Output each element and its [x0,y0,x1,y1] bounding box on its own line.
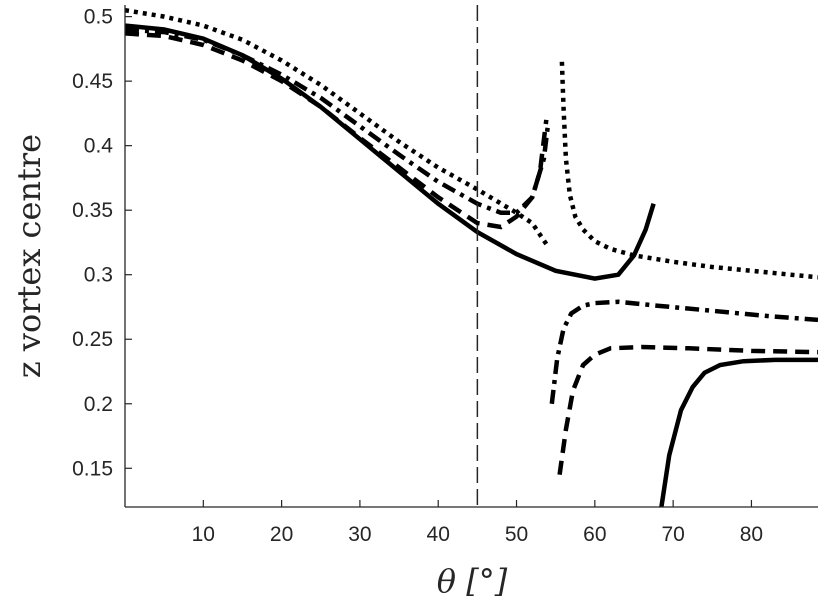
y-axis-title: z vortex centre [10,134,48,378]
x-tick-label: 60 [583,523,606,546]
series-dashed-branch-1 [125,31,549,230]
series-dotted-branch-1 [125,7,550,248]
x-tick-label: 40 [427,523,450,546]
y-tick-label: 0.2 [84,393,113,416]
y-tick-label: 0.25 [72,328,113,351]
y-tick-label: 0.15 [72,457,113,480]
series-solid-branch-2 [659,357,818,507]
x-tick-label: 20 [270,523,293,546]
y-tick-label: 0.3 [84,264,113,287]
series-dashed-branch-2 [557,344,818,476]
y-tick-label: 0.45 [72,70,113,93]
x-axis-title: θ [°] [437,562,508,600]
y-tick-label: 0.35 [72,199,113,222]
series-solid-branch-1 [125,23,656,281]
x-tick-label: 30 [348,523,371,546]
x-tick-label: 80 [740,523,763,546]
x-tick-label: 50 [505,523,528,546]
series-dash-dot-branch-2 [549,299,818,405]
series-dotted-branch-2 [559,61,818,280]
y-tick-label: 0.4 [84,135,114,158]
x-tick-label: 70 [661,523,684,546]
y-tick-label: 0.5 [84,6,113,29]
series-dash-dot-branch-1 [125,27,551,216]
x-tick-label: 10 [192,523,215,546]
